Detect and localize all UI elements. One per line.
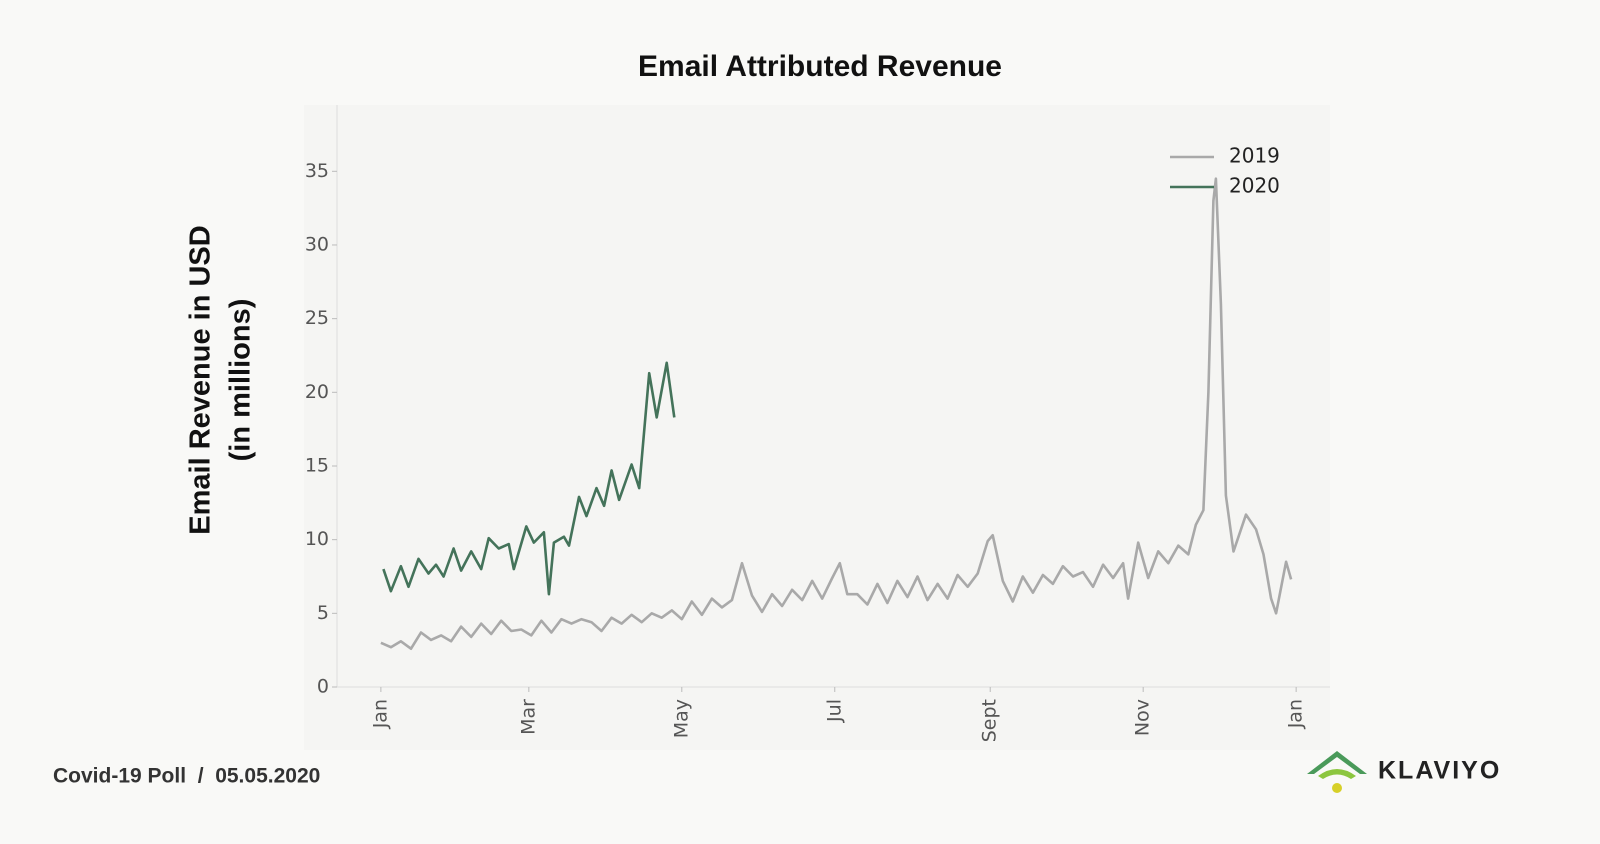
y-tick-label: 25 (305, 307, 329, 329)
x-tick-label: Mar (517, 699, 539, 735)
line-2020 (382, 361, 676, 596)
y-tick-label: 10 (305, 528, 329, 550)
y-tick-label: 5 (317, 602, 329, 624)
line-2019 (380, 177, 1293, 650)
logo-icon (1307, 751, 1367, 793)
y-axis-label: (in millions) (225, 299, 257, 462)
x-tick-label: Sept (979, 699, 1001, 742)
legend-label: 2019 (1229, 144, 1280, 168)
y-axis-label: Email Revenue in USD (185, 225, 217, 534)
chart-title: Email Attributed Revenue (638, 50, 1002, 83)
x-tick-label: May (670, 699, 692, 738)
plot-area (304, 105, 1330, 750)
y-tick-label: 15 (305, 454, 329, 476)
y-tick-label: 35 (305, 160, 329, 182)
logo-text: KLAVIYO (1378, 757, 1501, 785)
x-tick-label: Jan (369, 699, 391, 729)
y-tick-label: 0 (317, 676, 329, 698)
x-tick-label: Nov (1132, 699, 1154, 736)
y-tick-label: 20 (305, 381, 329, 403)
footer-text: Covid-19 Poll / 05.05.2020 (53, 765, 320, 788)
x-tick-label: Jul (823, 699, 845, 723)
y-tick-label: 30 (305, 233, 329, 255)
legend-label: 2020 (1229, 174, 1280, 198)
x-tick-label: Jan (1285, 699, 1307, 729)
